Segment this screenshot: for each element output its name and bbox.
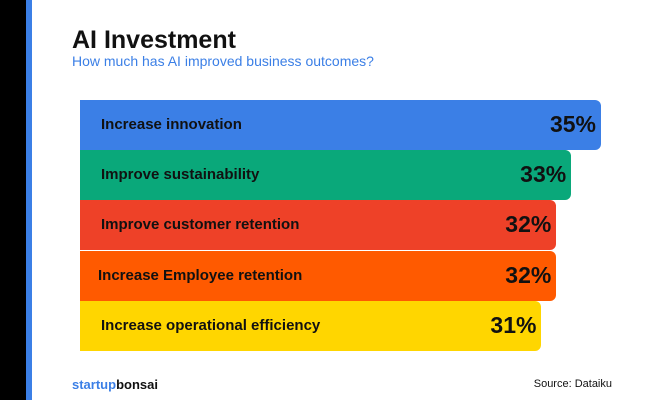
bar: Increase innovation 35%	[80, 100, 601, 150]
bar-label: Improve sustainability	[101, 166, 260, 184]
value-label: 31%	[490, 311, 537, 338]
bar: Increase Employee retention 32%	[80, 250, 557, 301]
bar-label: Improve customer retention	[101, 216, 300, 234]
logo-part2: bonsai	[116, 377, 158, 392]
bar-label: Increase operational efficiency	[101, 316, 321, 334]
chart-subtitle: How much has AI improved business outcom…	[72, 53, 374, 69]
bar-label: Increase Employee retention	[98, 266, 303, 284]
left-black-strip	[0, 0, 26, 400]
logo-part1: startup	[72, 377, 117, 392]
value-label: 32%	[505, 261, 552, 288]
chart-title: AI Investment	[72, 26, 236, 54]
source-note: Source: Dataiku	[533, 378, 612, 390]
bar: Improve sustainability 33%	[80, 150, 572, 201]
value-label: 33%	[520, 161, 567, 188]
bar-label: Increase innovation	[101, 116, 242, 133]
value-label: 35%	[549, 111, 596, 137]
left-accent-strip	[26, 0, 32, 400]
bar: Improve customer retention 32%	[80, 200, 557, 251]
value-label: 32%	[505, 211, 552, 238]
bar: Increase operational efficiency 31%	[80, 300, 542, 351]
logo: startupbonsai	[72, 377, 158, 392]
